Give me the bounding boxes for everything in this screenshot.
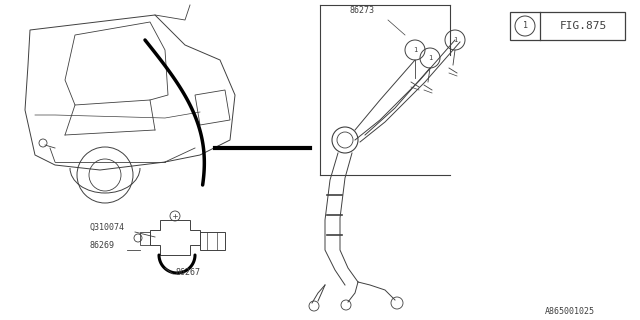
Text: Q310074: Q310074 [90,223,125,232]
Text: 86269: 86269 [90,241,115,250]
Text: 1: 1 [453,37,457,43]
Text: 1: 1 [413,47,417,53]
Text: 1: 1 [522,21,527,30]
Text: A865001025: A865001025 [545,308,595,316]
Text: 86273: 86273 [350,6,375,15]
Text: 86267: 86267 [175,268,200,277]
Text: 1: 1 [428,55,432,61]
Bar [510,12,625,40]
Text: FIG.875: FIG.875 [559,21,607,31]
